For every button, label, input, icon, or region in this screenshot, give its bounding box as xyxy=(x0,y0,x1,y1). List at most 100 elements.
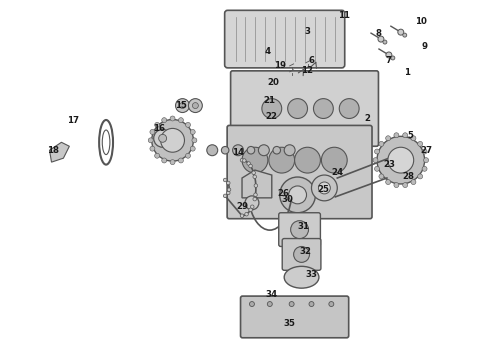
Text: 33: 33 xyxy=(305,270,318,279)
Text: 23: 23 xyxy=(383,159,395,168)
Circle shape xyxy=(223,194,227,198)
Circle shape xyxy=(377,136,425,184)
Circle shape xyxy=(294,247,310,262)
Circle shape xyxy=(284,145,295,156)
Text: 32: 32 xyxy=(299,247,312,256)
Circle shape xyxy=(186,153,191,158)
Circle shape xyxy=(269,147,294,173)
Circle shape xyxy=(242,147,268,173)
Circle shape xyxy=(207,145,218,156)
Circle shape xyxy=(175,99,190,113)
Circle shape xyxy=(383,40,387,44)
Circle shape xyxy=(422,149,427,154)
Circle shape xyxy=(329,302,334,306)
Circle shape xyxy=(403,133,408,138)
Circle shape xyxy=(289,302,294,306)
Text: 3: 3 xyxy=(304,27,311,36)
Circle shape xyxy=(179,103,185,109)
Circle shape xyxy=(227,188,231,192)
Text: 5: 5 xyxy=(408,131,414,140)
Circle shape xyxy=(170,159,175,165)
Text: 10: 10 xyxy=(415,17,427,26)
FancyBboxPatch shape xyxy=(231,71,378,146)
Circle shape xyxy=(289,186,307,204)
Circle shape xyxy=(291,221,309,239)
Text: 14: 14 xyxy=(232,148,244,157)
Circle shape xyxy=(379,174,384,179)
Circle shape xyxy=(178,118,183,123)
Circle shape xyxy=(312,175,337,201)
Circle shape xyxy=(190,146,195,151)
Text: 22: 22 xyxy=(266,112,278,121)
Circle shape xyxy=(422,166,427,171)
Circle shape xyxy=(192,138,197,143)
Circle shape xyxy=(253,197,257,201)
Circle shape xyxy=(150,146,155,151)
Circle shape xyxy=(245,196,259,210)
Circle shape xyxy=(247,162,250,165)
Circle shape xyxy=(373,158,378,163)
Circle shape xyxy=(150,130,155,134)
Circle shape xyxy=(152,120,194,161)
Circle shape xyxy=(309,302,314,306)
Circle shape xyxy=(254,184,258,188)
Text: 28: 28 xyxy=(403,171,415,180)
Circle shape xyxy=(226,191,230,195)
Circle shape xyxy=(388,147,414,173)
Circle shape xyxy=(223,178,227,182)
Circle shape xyxy=(161,129,184,152)
Circle shape xyxy=(186,122,191,127)
Circle shape xyxy=(189,99,202,113)
Circle shape xyxy=(253,175,257,179)
Circle shape xyxy=(258,145,270,156)
Polygon shape xyxy=(49,142,70,162)
Circle shape xyxy=(268,302,272,306)
Circle shape xyxy=(170,116,175,121)
Text: 34: 34 xyxy=(266,289,278,298)
Circle shape xyxy=(249,302,254,306)
Circle shape xyxy=(162,158,167,163)
Text: 15: 15 xyxy=(174,101,186,110)
Circle shape xyxy=(417,141,423,147)
Text: 30: 30 xyxy=(282,195,294,204)
Polygon shape xyxy=(242,170,272,198)
Text: 1: 1 xyxy=(404,68,410,77)
Circle shape xyxy=(386,136,391,141)
FancyBboxPatch shape xyxy=(279,213,320,247)
Circle shape xyxy=(386,52,392,58)
Circle shape xyxy=(221,147,229,154)
Circle shape xyxy=(249,208,252,212)
Circle shape xyxy=(226,181,230,185)
Circle shape xyxy=(318,182,330,194)
Circle shape xyxy=(374,166,379,171)
Circle shape xyxy=(411,180,416,185)
Circle shape xyxy=(394,133,399,138)
Circle shape xyxy=(250,205,254,208)
Circle shape xyxy=(273,147,280,154)
Text: 25: 25 xyxy=(318,185,329,194)
Circle shape xyxy=(262,99,282,118)
Text: 29: 29 xyxy=(236,202,248,211)
FancyBboxPatch shape xyxy=(241,296,349,338)
Circle shape xyxy=(321,147,347,173)
Circle shape xyxy=(240,214,244,217)
Circle shape xyxy=(233,145,244,156)
Circle shape xyxy=(249,164,252,168)
Text: 8: 8 xyxy=(376,29,382,38)
Text: 9: 9 xyxy=(421,41,428,50)
Circle shape xyxy=(252,171,255,175)
Circle shape xyxy=(247,147,255,154)
Text: 19: 19 xyxy=(274,62,286,71)
Circle shape xyxy=(424,158,429,163)
Text: 2: 2 xyxy=(364,114,370,123)
Text: 35: 35 xyxy=(284,319,295,328)
Text: 24: 24 xyxy=(331,167,343,176)
FancyBboxPatch shape xyxy=(224,10,345,68)
Circle shape xyxy=(154,129,172,147)
Circle shape xyxy=(417,174,423,179)
Circle shape xyxy=(339,99,359,118)
Circle shape xyxy=(193,103,198,109)
FancyBboxPatch shape xyxy=(227,125,372,219)
Circle shape xyxy=(288,99,308,118)
Circle shape xyxy=(378,36,384,42)
